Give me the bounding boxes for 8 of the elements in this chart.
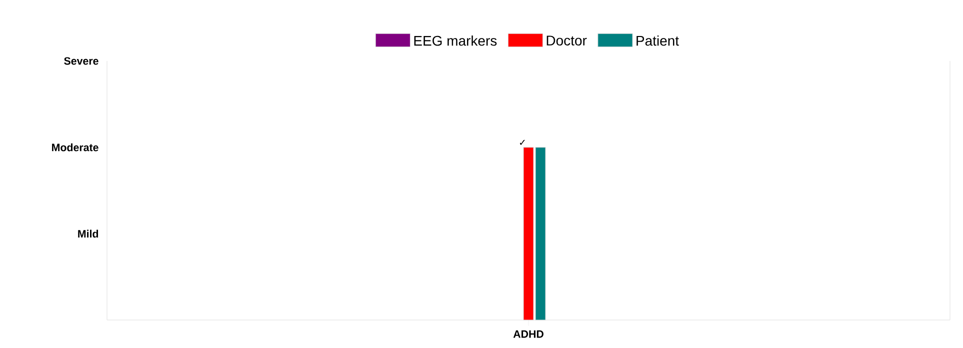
text: Severe <box>64 57 98 65</box>
x-tick-label: ADHD <box>513 330 544 338</box>
legend-label: Doctor <box>546 36 587 46</box>
text: Mild <box>78 230 98 238</box>
legend-label: Patient <box>636 35 679 46</box>
text: Moderate <box>52 143 98 152</box>
legend-label: EEG markers <box>414 35 497 46</box>
annotation: ✓ <box>520 140 525 145</box>
